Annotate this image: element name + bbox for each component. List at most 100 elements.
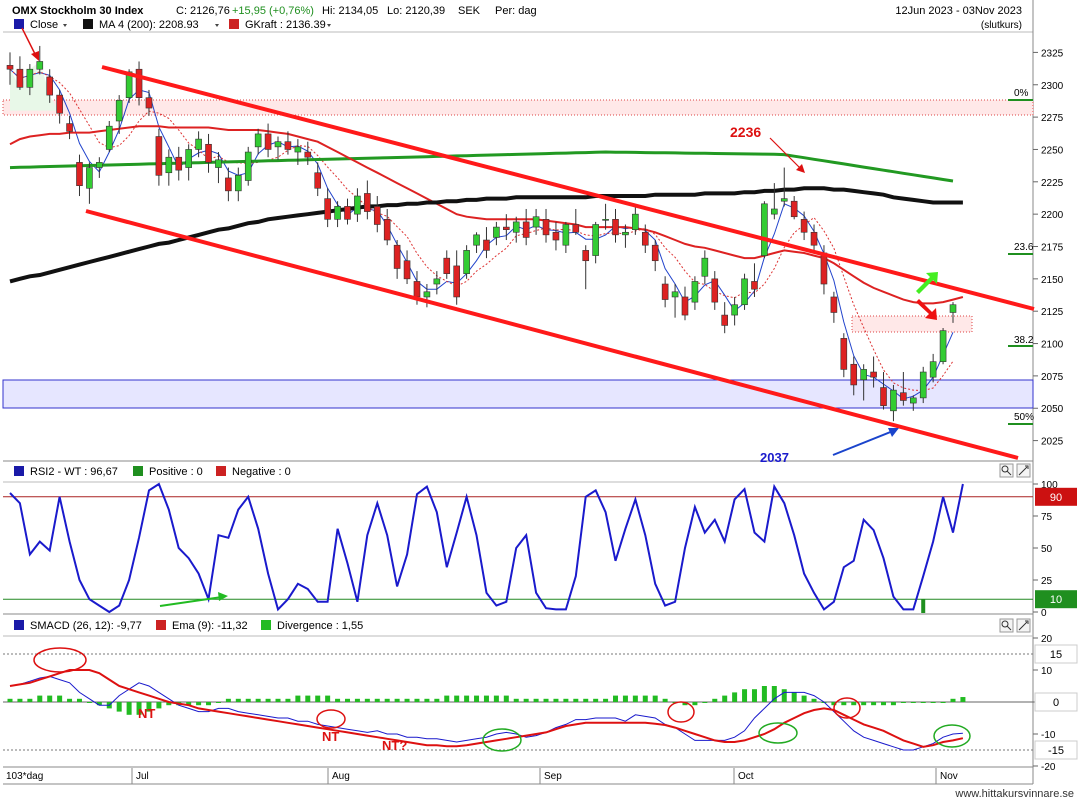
divergence-bar <box>503 695 509 702</box>
divergence-bar <box>364 698 370 702</box>
candle-body <box>215 159 222 168</box>
macd-tick-label: -10 <box>1041 730 1056 741</box>
divergence-bar <box>900 702 906 703</box>
legend-label: Positive : 0 <box>149 466 203 478</box>
trough-label: 2037 <box>760 450 789 465</box>
candle-body <box>661 283 669 300</box>
candle-body <box>36 61 44 70</box>
period-label: Per: dag <box>495 5 537 17</box>
legend-label: MA 4 (200): 2208.93 <box>99 19 199 31</box>
candle-body <box>711 278 719 303</box>
macd-level-label: 0 <box>1053 697 1059 709</box>
header-bar: OMX Stockholm 30 Index C: 2126,76 +15,95… <box>12 5 1022 31</box>
candle-body <box>741 278 748 306</box>
candle-body <box>155 136 163 176</box>
ema-line <box>9 669 964 748</box>
price-tick-label: 2075 <box>1041 372 1064 383</box>
annotation-ellipse <box>316 709 346 729</box>
divergence-bar <box>732 692 738 702</box>
candle-body <box>185 149 192 168</box>
candle-body <box>810 231 818 246</box>
positive-swatch <box>133 466 143 476</box>
month-label: Jul <box>136 771 149 782</box>
rsi-legend: RSI2 - WT : 96,67 Positive : 0 Negative … <box>14 466 291 478</box>
divergence-bar <box>722 695 728 702</box>
divergence-bar <box>811 698 817 702</box>
legend-item-gkraft[interactable]: GKraft : 2136.39 <box>229 19 331 31</box>
divergence-bar <box>831 702 837 706</box>
rsi-signal-bar <box>921 599 926 613</box>
candle-body <box>691 281 699 303</box>
arrow-head-icon <box>31 51 39 61</box>
price-type-label: (slutkurs) <box>981 20 1022 31</box>
wrench-icon <box>1018 620 1029 631</box>
arrow-head-icon <box>888 428 899 437</box>
candle-body <box>572 224 580 233</box>
arrow-head-icon <box>218 592 228 601</box>
candle-body <box>373 206 381 225</box>
legend-item-close[interactable]: Close <box>14 19 67 31</box>
channel-lower-line <box>85 209 1019 460</box>
legend-item-ma200[interactable]: MA 4 (200): 2208.93 <box>83 19 219 31</box>
settings-icon[interactable] <box>1016 463 1031 478</box>
candle-body <box>840 338 848 370</box>
price-tick-label: 2325 <box>1041 48 1064 59</box>
divergence-bar <box>265 698 271 702</box>
candle-body <box>512 221 520 233</box>
candle-body <box>820 252 828 285</box>
divergence-bar <box>57 695 63 702</box>
peak-label: 2236 <box>730 124 761 140</box>
candle-body <box>423 291 431 298</box>
price-tick-label: 2250 <box>1041 145 1064 156</box>
rsi-level-badge <box>1035 590 1077 609</box>
candle-body <box>562 224 570 246</box>
chevron-down-icon[interactable] <box>63 24 67 27</box>
divergence-bar <box>533 698 539 702</box>
candle-body <box>949 304 957 313</box>
divergence-bar <box>146 702 152 712</box>
price-axis: 2025 2050 2075 2100 2125 2150 2175 2200 2225 2250… <box>1033 48 1064 448</box>
divergence-bar <box>235 698 241 702</box>
candle-body <box>830 296 838 313</box>
macd-level-badge <box>1034 692 1078 712</box>
gkraft-swatch <box>229 19 239 29</box>
macd-level-label: 15 <box>1050 649 1062 661</box>
candle-body <box>641 231 649 246</box>
candle-body <box>671 291 679 298</box>
settings-icon[interactable] <box>1016 618 1031 633</box>
rsi-tick-label: 25 <box>1041 576 1053 587</box>
candle-body <box>225 177 232 192</box>
divergence-bar <box>642 695 648 702</box>
candle-body <box>254 133 262 148</box>
macd-panel: SMACD (26, 12): -9,77 Ema (9): -11,32 Di… <box>3 618 1078 773</box>
chart-title: OMX Stockholm 30 Index <box>12 5 144 17</box>
divergence-bar <box>325 695 331 702</box>
chevron-down-icon[interactable] <box>215 24 219 27</box>
x-axis: 103*dag Jul Aug Sep Oct Nov <box>3 768 1033 785</box>
divergence-bar <box>682 702 688 706</box>
divergence-bar <box>27 698 33 702</box>
divergence-bar <box>771 686 777 702</box>
fib-0-label: 0% <box>1014 88 1029 99</box>
divergence-bar <box>871 702 877 706</box>
macd-tick-label: 20 <box>1041 634 1053 645</box>
divergence-bar <box>136 702 142 715</box>
annotation-ellipse <box>667 701 695 723</box>
divergence-bar <box>186 702 192 706</box>
ema-swatch <box>156 620 166 630</box>
candle-body <box>909 397 917 404</box>
divergence-bar <box>960 697 966 702</box>
chevron-down-icon[interactable] <box>327 24 331 27</box>
fib-50-label: 50% <box>1014 412 1034 423</box>
annotation-ellipse <box>833 697 861 719</box>
price-tick-label: 2125 <box>1041 307 1064 318</box>
magnifier-handle <box>1006 470 1012 476</box>
annotation-ellipse <box>933 724 971 748</box>
candle-body <box>76 162 83 186</box>
zoom-icon[interactable] <box>999 463 1014 478</box>
candle-body <box>364 193 371 212</box>
divergence-bar <box>761 686 767 702</box>
zoom-icon[interactable] <box>999 618 1014 633</box>
candles <box>6 45 957 422</box>
